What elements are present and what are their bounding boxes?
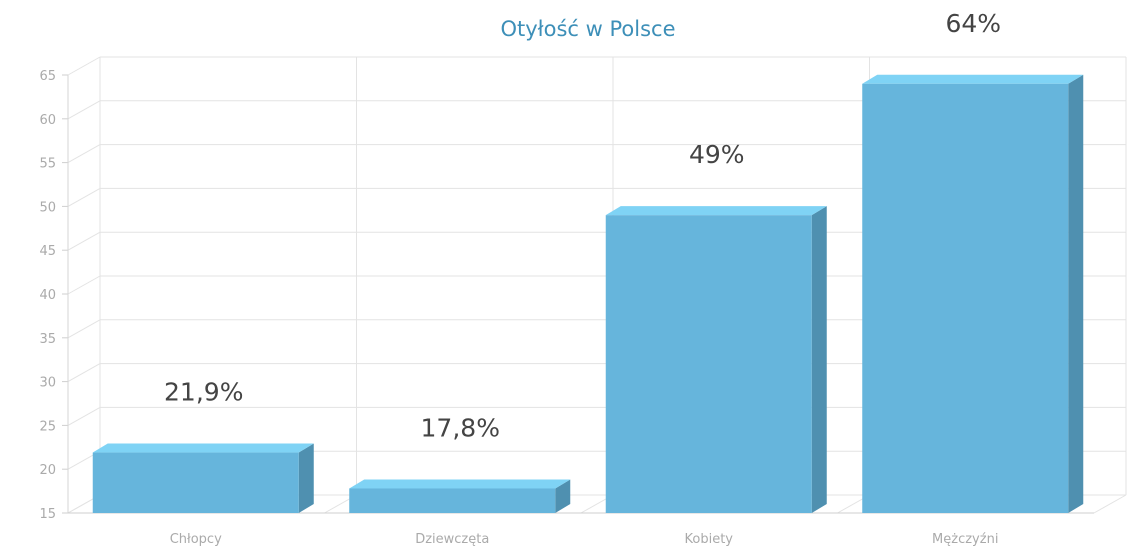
bar-top — [349, 479, 571, 489]
gridline-side — [67, 56, 101, 76]
bar-front — [92, 452, 299, 513]
y-tick-label: 20 — [39, 463, 56, 478]
x-tick-label: Kobiety — [685, 532, 734, 547]
x-axis: Chłopcy Dziewczęta Kobiety Mężczyźni — [68, 512, 1094, 547]
x-tick-label: Mężczyźni — [932, 532, 998, 547]
bar-4 — [862, 74, 1084, 513]
x-tick-label: Dziewczęta — [415, 532, 489, 547]
gridline-side — [67, 187, 101, 207]
bar-front — [862, 83, 1069, 513]
y-tick-label: 50 — [39, 200, 56, 215]
y-tick-label: 30 — [39, 376, 56, 391]
data-label: 21,9% — [164, 378, 243, 407]
bar-front — [349, 488, 556, 513]
x-tick-label: Chłopcy — [170, 532, 222, 547]
gridline-side — [67, 231, 101, 251]
bar-side — [1068, 74, 1084, 513]
y-tick-label: 35 — [39, 332, 56, 347]
gridline-side — [67, 275, 101, 295]
y-tick-label: 65 — [39, 69, 56, 84]
bars — [92, 74, 1084, 513]
gridline-side — [67, 406, 101, 426]
y-tick-label: 55 — [39, 157, 56, 172]
bar-3 — [605, 206, 827, 513]
data-labels: 21,9% 17,8% 49% 64% — [164, 9, 1001, 443]
bar-top — [92, 443, 314, 453]
y-tick-label: 45 — [39, 244, 56, 259]
gridline-floor — [1093, 494, 1127, 514]
chart-title: Otyłość w Polsce — [500, 17, 675, 41]
bar-side — [555, 479, 571, 513]
gridline-side — [67, 363, 101, 383]
gridline-side — [67, 144, 101, 164]
bar-top — [862, 74, 1084, 84]
gridline-side — [67, 100, 101, 120]
data-label: 17,8% — [421, 413, 500, 442]
data-label: 49% — [689, 140, 745, 169]
data-label: 64% — [945, 9, 1001, 38]
bar-top — [605, 206, 827, 216]
y-tick-label: 25 — [39, 419, 56, 434]
gridline-side — [67, 319, 101, 339]
bar-side — [298, 443, 314, 513]
bar-1 — [92, 443, 314, 513]
y-axis: 15 20 25 30 35 40 45 50 55 60 65 — [39, 69, 69, 522]
y-tick-label: 60 — [39, 113, 56, 128]
y-tick-label: 40 — [39, 288, 56, 303]
bar-2 — [349, 479, 571, 513]
bar-side — [811, 206, 827, 513]
y-tick-label: 15 — [39, 507, 56, 522]
bar-front — [605, 215, 812, 513]
